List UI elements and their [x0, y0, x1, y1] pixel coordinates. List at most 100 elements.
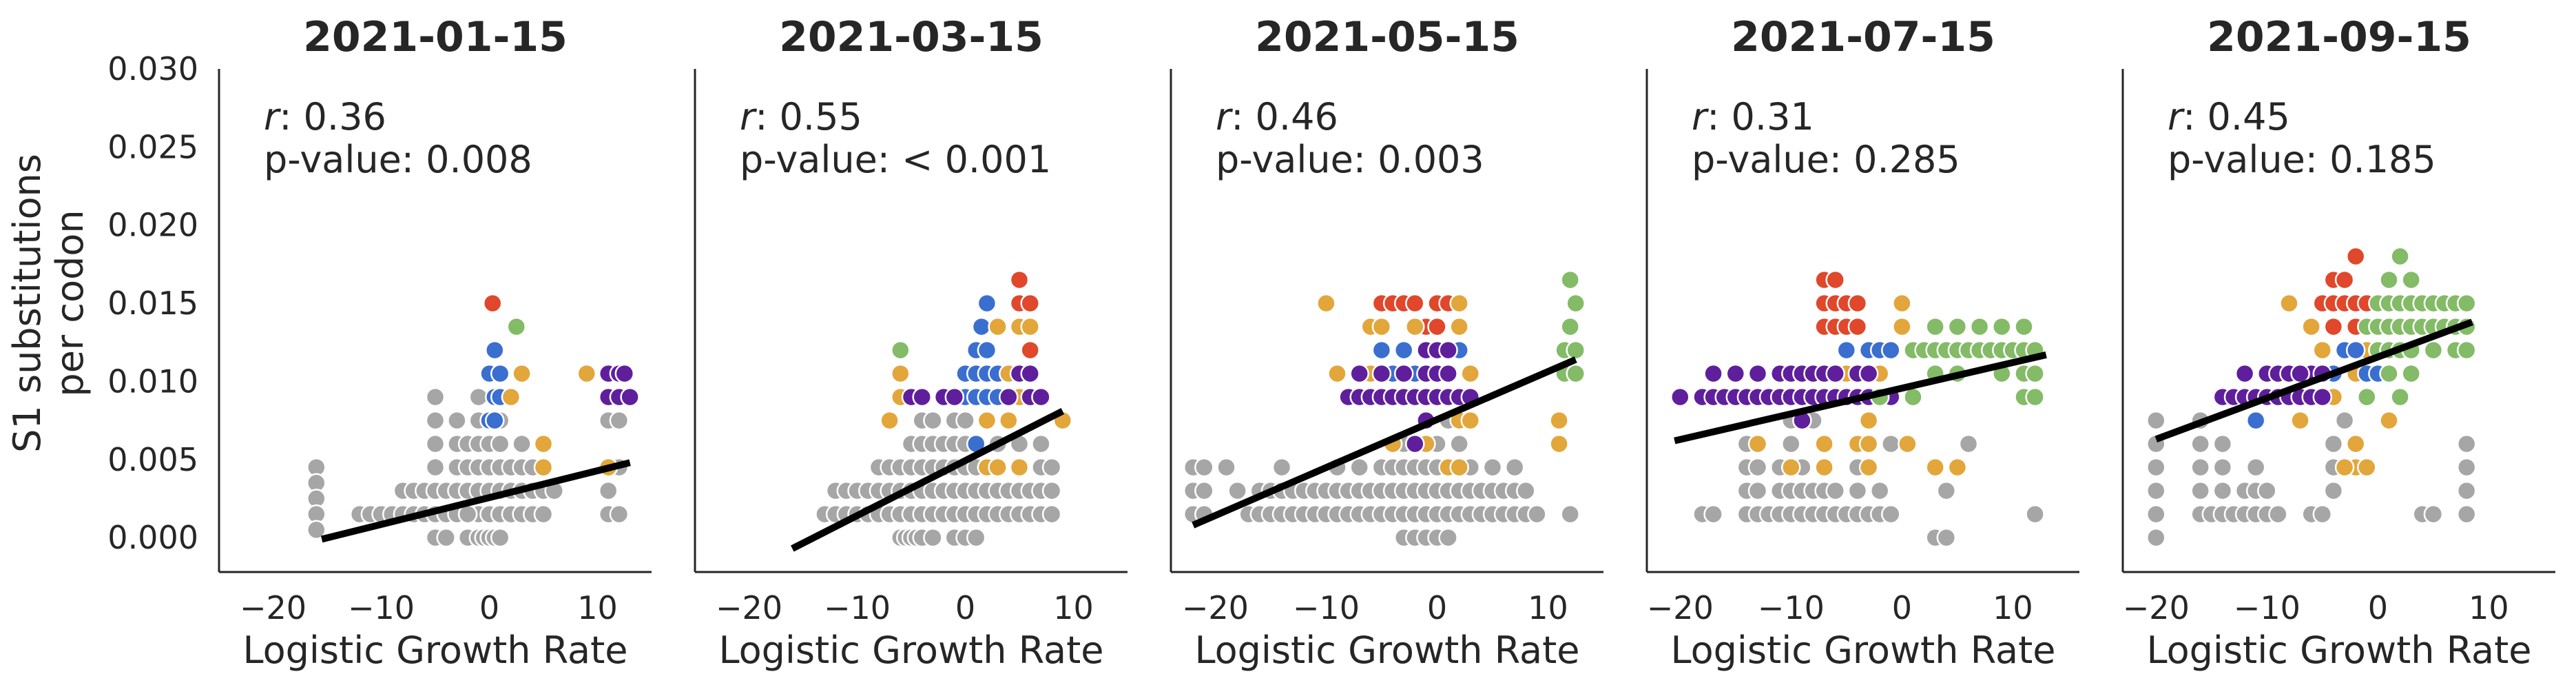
data-point-purple: [1438, 363, 1458, 384]
regression-line: [1674, 351, 2047, 445]
data-point-orange: [2279, 293, 2299, 314]
data-point-orange: [1781, 457, 1801, 478]
x-tick-label: 10: [577, 589, 618, 626]
data-point-green: [2014, 316, 2034, 337]
r-symbol: r: [1216, 95, 1233, 139]
y-axis-label: S1 substitutions per codon: [6, 154, 92, 453]
x-tick-label: 0: [2368, 589, 2388, 626]
x-tick-label: −10: [1758, 589, 1825, 626]
data-point-orange: [2301, 316, 2321, 337]
data-point-orange: [2345, 433, 2366, 454]
data-point-gray: [2212, 457, 2233, 478]
data-point-gray: [307, 520, 326, 540]
data-point-gray: [2257, 480, 2277, 501]
data-point-gray: [1781, 433, 1801, 454]
data-point-orange: [1747, 433, 1768, 454]
data-point-orange: [1858, 433, 1879, 454]
x-tick-label: −20: [1647, 589, 1714, 626]
data-point-gray: [2190, 433, 2210, 454]
data-point-gray: [2025, 504, 2045, 524]
data-point-orange: [2379, 410, 2399, 431]
data-point-gray: [1881, 504, 1901, 524]
data-point-gray: [955, 410, 975, 431]
r-symbol: r: [264, 95, 281, 139]
data-point-gray: [533, 504, 554, 524]
data-point-blue: [1371, 340, 1392, 360]
data-point-gray: [1847, 480, 1868, 501]
data-point-orange: [891, 363, 911, 384]
correlation-annotation: r: 0.55: [740, 95, 862, 139]
data-point-green: [2379, 269, 2399, 290]
r-value: : 0.36: [279, 95, 386, 139]
data-point-green: [2025, 363, 2045, 384]
data-point-gray: [1216, 457, 1236, 478]
regression-line: [1192, 356, 1577, 529]
data-point-red: [1020, 293, 1040, 314]
data-point-orange: [2312, 340, 2333, 360]
data-point-gray: [598, 480, 619, 501]
correlation-annotation: r: 0.45: [2168, 95, 2290, 139]
data-point-green: [1560, 269, 1580, 290]
data-point-blue: [1836, 340, 1857, 360]
data-point-orange: [1449, 457, 1469, 478]
data-point-blue: [490, 363, 510, 384]
scatter-points: [307, 293, 640, 548]
data-point-orange: [988, 457, 1008, 478]
data-point-gray: [436, 527, 456, 548]
panel-1: 2021-01-15 −20 −10 0 10 0.000 0.005 0.010 0.015 0…: [107, 13, 652, 672]
y-tick-label: 0.020: [107, 207, 198, 244]
data-point-purple: [1020, 363, 1040, 384]
data-point-gray: [966, 527, 986, 548]
data-point-green: [2401, 269, 2421, 290]
data-point-red: [1847, 316, 1868, 337]
data-point-orange: [501, 387, 521, 407]
data-point-gray: [1747, 480, 1768, 501]
data-point-green: [1566, 340, 1586, 360]
r-symbol: r: [740, 95, 757, 139]
r-symbol: r: [2168, 95, 2185, 139]
data-point-gray: [2268, 504, 2288, 524]
data-point-gray: [2146, 504, 2166, 524]
data-point-green: [2390, 246, 2410, 267]
data-point-red: [2323, 316, 2344, 337]
data-point-orange: [1449, 316, 1469, 337]
data-point-gray: [512, 433, 532, 454]
data-point-red: [2334, 269, 2355, 290]
scatter-points: [1670, 269, 2045, 548]
r-value: : 0.46: [1231, 95, 1338, 139]
data-point-gray: [2456, 433, 2477, 454]
data-point-orange: [1858, 410, 1879, 431]
data-point-orange: [1549, 410, 1569, 431]
x-tick-label: 0: [479, 589, 499, 626]
y-tick-label: 0.005: [107, 441, 198, 478]
data-point-gray: [1504, 457, 1525, 478]
data-point-blue: [977, 293, 997, 314]
x-tick-label: −20: [716, 589, 782, 626]
data-point-gray: [1936, 480, 1957, 501]
data-point-green: [506, 316, 527, 337]
data-point-gray: [2146, 480, 2166, 501]
data-point-blue: [2345, 340, 2366, 360]
data-point-gray: [609, 410, 630, 431]
data-point-purple: [1703, 363, 1723, 384]
y-axis-label-line-1: S1 substitutions: [6, 154, 49, 453]
data-point-purple: [1725, 363, 1746, 384]
y-tick-label: 0.030: [107, 50, 198, 88]
data-point-orange: [1898, 433, 1918, 454]
x-axis-label: Logistic Growth Rate: [242, 629, 627, 672]
data-point-gray: [2334, 410, 2355, 431]
data-point-orange: [977, 410, 997, 431]
regression-line: [2154, 318, 2473, 442]
data-point-gray: [2190, 457, 2210, 478]
data-point-green: [2423, 340, 2444, 360]
data-point-gray: [2423, 504, 2444, 524]
correlation-annotation: r: 0.46: [1216, 95, 1338, 139]
data-point-purple: [620, 387, 640, 407]
data-point-red: [1405, 293, 1425, 314]
panel-title: 2021-01-15: [303, 13, 568, 61]
data-point-red: [1020, 340, 1040, 360]
y-tick-label: 0.015: [107, 285, 198, 322]
data-point-orange: [999, 410, 1019, 431]
